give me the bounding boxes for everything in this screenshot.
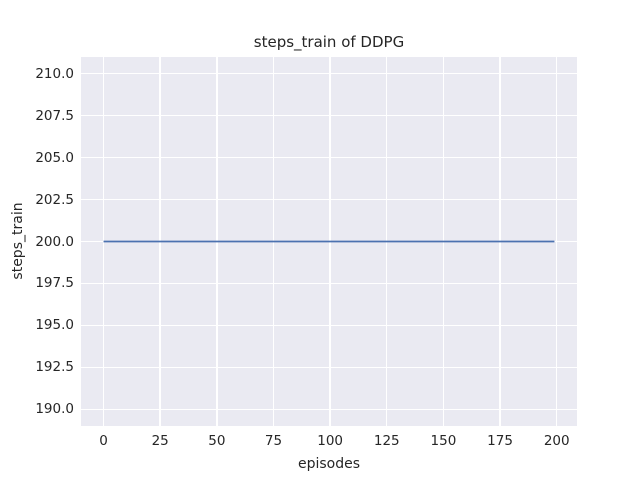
y-tick-label: 200.0 xyxy=(35,233,74,250)
x-tick-label: 150 xyxy=(430,433,457,449)
y-gridline xyxy=(81,198,577,201)
x-tick-label: 0 xyxy=(99,433,108,449)
y-tick-label: 192.5 xyxy=(35,359,74,376)
y-gridline xyxy=(81,282,577,285)
y-tick-label: 205.0 xyxy=(35,149,74,166)
y-axis-label: steps_train xyxy=(10,202,26,280)
x-tick-label: 25 xyxy=(151,433,169,449)
y-tick-label: 207.5 xyxy=(35,107,74,124)
line-series xyxy=(103,240,555,243)
x-axis-label: episodes xyxy=(297,456,361,472)
y-gridline xyxy=(81,156,577,159)
y-gridline xyxy=(81,73,577,75)
x-tick-label: 125 xyxy=(373,433,400,449)
y-tick-label: 195.0 xyxy=(35,317,74,334)
y-tick-label: 197.5 xyxy=(35,275,74,292)
x-tick-label: 50 xyxy=(208,433,226,449)
y-gridline xyxy=(81,115,577,117)
chart-title: steps_train of DDPG xyxy=(253,33,405,51)
x-tick-label: 175 xyxy=(487,433,513,449)
plot-area xyxy=(81,57,577,426)
y-gridline xyxy=(81,324,577,327)
x-tick-label: 200 xyxy=(543,433,570,449)
y-tick-label: 202.5 xyxy=(35,191,74,208)
y-gridline xyxy=(81,408,577,410)
x-tick-label: 75 xyxy=(264,433,283,449)
y-tick-label: 210.0 xyxy=(35,65,74,82)
y-tick-label: 190.0 xyxy=(35,401,74,418)
y-gridline xyxy=(81,366,577,368)
x-tick-label: 100 xyxy=(317,433,344,449)
